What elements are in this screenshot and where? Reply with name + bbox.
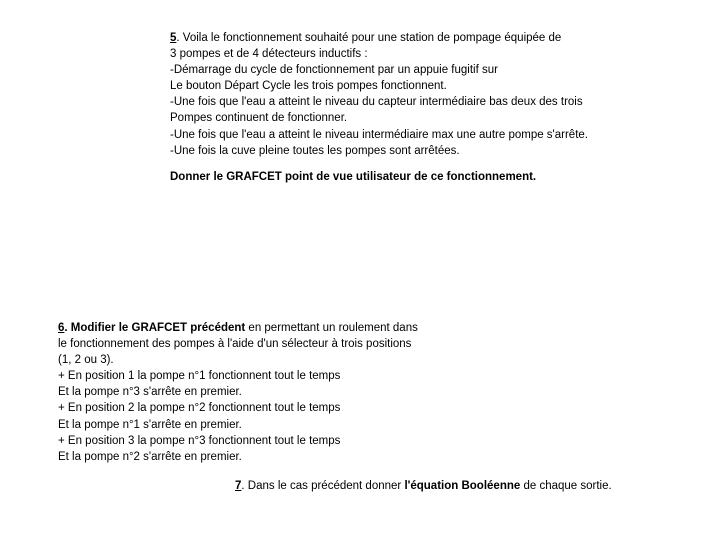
q5-line4: Le bouton Départ Cycle les trois pompes … <box>170 78 690 94</box>
question-6-block: 6. Modifier le GRAFCET précédent en perm… <box>58 320 478 465</box>
q6-line9: Et la pompe n°2 s'arrête en premier. <box>58 449 478 465</box>
q5-line1-text: . Voila le fonctionnement souhaité pour … <box>176 32 561 44</box>
q6-line1: 6. Modifier le GRAFCET précédent en perm… <box>58 320 478 336</box>
q6-line3: (1, 2 ou 3). <box>58 352 478 368</box>
q5-line2: 3 pompes et de 4 détecteurs inductifs : <box>170 46 690 62</box>
q5-line6: Pompes continuent de fonctionner. <box>170 110 690 126</box>
q5-line1: 5. Voila le fonctionnement souhaité pour… <box>170 30 690 46</box>
q5-line8: -Une fois la cuve pleine toutes les pomp… <box>170 143 690 159</box>
q6-line2: le fonctionnement des pompes à l'aide d'… <box>58 336 478 352</box>
q5-line3: -Démarrage du cycle de fonctionnement pa… <box>170 62 690 78</box>
q6-line4: + En position 1 la pompe n°1 fonctionnen… <box>58 368 478 384</box>
q6-line8: + En position 3 la pompe n°3 fonctionnen… <box>58 433 478 449</box>
q5-task: Donner le GRAFCET point de vue utilisate… <box>170 169 690 185</box>
q5-line5: -Une fois que l'eau a atteint le niveau … <box>170 94 690 110</box>
question-5-block: 5. Voila le fonctionnement souhaité pour… <box>170 30 690 185</box>
q6-line6: + En position 2 la pompe n°2 fonctionnen… <box>58 400 478 416</box>
q6-line1b: en permettant un roulement dans <box>245 322 418 334</box>
question-7-block: 7. Dans le cas précédent donner l'équati… <box>235 480 675 492</box>
q7-text2: de chaque sortie. <box>520 480 611 492</box>
q5-line7: -Une fois que l'eau a atteint le niveau … <box>170 127 690 143</box>
q7-text1: . Dans le cas précédent donner <box>241 480 404 492</box>
q6-lead: . Modifier le GRAFCET précédent <box>64 322 245 334</box>
q6-line5: Et la pompe n°3 s'arrête en premier. <box>58 384 478 400</box>
q7-bold: l'équation Booléenne <box>404 480 520 492</box>
q6-line7: Et la pompe n°1 s'arrête en premier. <box>58 417 478 433</box>
